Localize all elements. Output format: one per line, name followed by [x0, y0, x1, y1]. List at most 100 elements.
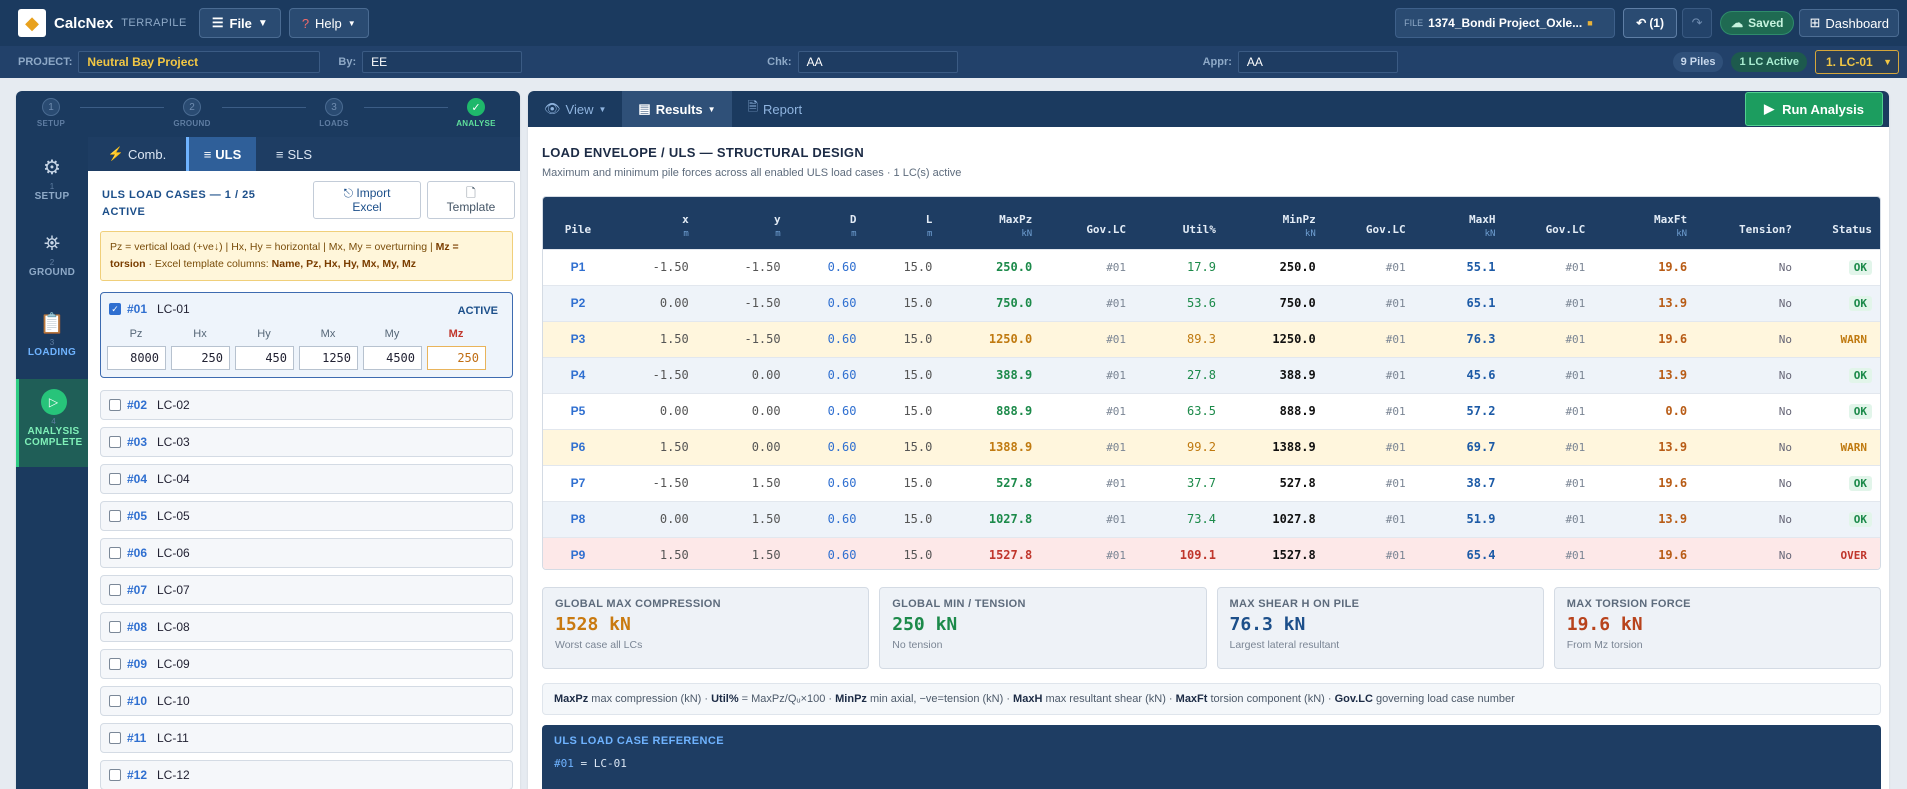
- table-row[interactable]: P9 1.50 1.50 0.60 15.0 1527.8 #01 109.1 1527.8 #0…: [543, 537, 1880, 569]
- file-name-box[interactable]: FILE 1374_Bondi Project_Oxle... ■: [1395, 8, 1616, 38]
- load-case-row[interactable]: #07 LC-07: [100, 575, 513, 605]
- table-row[interactable]: P1 -1.50 -1.50 0.60 15.0 250.0 #01 17.9 250.0 #01…: [543, 249, 1880, 285]
- max-pz-cell: 888.9: [996, 404, 1033, 418]
- chk-field[interactable]: AA: [797, 51, 958, 73]
- x-cell: 0.00: [659, 512, 689, 526]
- load-case-checkbox[interactable]: [109, 473, 121, 485]
- project-name-field[interactable]: Neutral Bay Project: [78, 51, 321, 73]
- load-case-row[interactable]: #10 LC-10: [100, 686, 513, 716]
- my-input[interactable]: 4500: [363, 346, 422, 370]
- step-loads[interactable]: 3 LOADS: [304, 98, 364, 128]
- mx-input[interactable]: 1250: [299, 346, 358, 370]
- gov-lc-cell: #01: [1106, 548, 1127, 562]
- step-ground[interactable]: 2 GROUND: [162, 98, 222, 128]
- load-case-checkbox[interactable]: [109, 510, 121, 522]
- tab-view[interactable]: 👁 View ▼: [528, 91, 622, 127]
- by-label: By:: [338, 56, 357, 68]
- load-case-checkbox[interactable]: [109, 658, 121, 670]
- by-field[interactable]: EE: [362, 51, 523, 73]
- tab-uls[interactable]: ≡ ULS: [186, 137, 256, 171]
- pile-id-cell: P5: [570, 404, 586, 418]
- gov-lc-cell: #01: [1565, 404, 1586, 418]
- step-analyse[interactable]: ✓ ANALYSE: [446, 98, 506, 128]
- dashboard-button[interactable]: ⊞ Dashboard: [1799, 9, 1899, 37]
- load-case-checkbox[interactable]: [109, 769, 121, 781]
- table-row[interactable]: P8 0.00 1.50 0.60 15.0 1027.8 #01 73.4 1027.8 #01…: [543, 501, 1880, 537]
- load-case-checkbox[interactable]: [109, 436, 121, 448]
- column-header-mx: Mx: [320, 328, 336, 340]
- load-case-select[interactable]: 1. LC-01 ▼: [1815, 50, 1899, 74]
- table-row[interactable]: P7 -1.50 1.50 0.60 15.0 527.8 #01 37.7 527.8 #01 3…: [543, 465, 1880, 501]
- hy-input[interactable]: 450: [235, 346, 294, 370]
- undo-button[interactable]: ↶ (1): [1623, 8, 1678, 38]
- gov-lc-cell: #01: [1385, 404, 1406, 418]
- sidenav-loading[interactable]: 📋 3 LOADING: [16, 311, 88, 358]
- pz-input[interactable]: 8000: [107, 346, 166, 370]
- step-connector: [80, 107, 164, 108]
- load-case-card-active[interactable]: ✓ #01 LC-01 ACTIVE Pz Hx Hy Mx My Mz 800…: [100, 292, 513, 378]
- table-row[interactable]: P6 1.50 0.00 0.60 15.0 1388.9 #01 99.2 1388.9 #01…: [543, 429, 1880, 465]
- max-pz-cell: 1027.8: [988, 512, 1033, 526]
- min-pz-cell: 1027.8: [1272, 512, 1316, 526]
- load-case-row[interactable]: #02 LC-02: [100, 390, 513, 420]
- tab-sls[interactable]: ≡ SLS: [256, 137, 332, 171]
- tab-results[interactable]: ▤ Results ▼: [622, 91, 732, 127]
- card-heading: MAX TORSION FORCE: [1566, 598, 1691, 610]
- sidenav-ground[interactable]: ⛯ 2 GROUND: [16, 233, 88, 278]
- load-case-checkbox[interactable]: [109, 584, 121, 596]
- run-analysis-button[interactable]: ▶ Run Analysis: [1745, 92, 1883, 126]
- load-case-row[interactable]: #09 LC-09: [100, 649, 513, 679]
- load-case-row[interactable]: #05 LC-05: [100, 501, 513, 531]
- max-ft-cell: 13.9: [1658, 296, 1688, 310]
- table-row[interactable]: P4 -1.50 0.00 0.60 15.0 388.9 #01 27.8 388.9 #01 4…: [543, 357, 1880, 393]
- piles-count-pill: 9 Piles: [1672, 52, 1724, 72]
- column-header-unit: m: [851, 228, 857, 239]
- import-excel-button[interactable]: ⎋ Import Excel: [313, 181, 421, 219]
- load-case-row[interactable]: #11 LC-11: [100, 723, 513, 753]
- hx-input[interactable]: 250: [171, 346, 230, 370]
- tab-report[interactable]: 🗎 Report: [732, 91, 818, 127]
- gov-lc-cell: #01: [1106, 296, 1127, 310]
- load-case-row[interactable]: #03 LC-03: [100, 427, 513, 457]
- load-case-checkbox[interactable]: [109, 732, 121, 744]
- table-row[interactable]: P2 0.00 -1.50 0.60 15.0 750.0 #01 53.6 750.0 #01 6…: [543, 285, 1880, 321]
- load-case-row[interactable]: #08 LC-08: [100, 612, 513, 642]
- gov-lc-cell: #01: [1565, 476, 1586, 490]
- load-case-checkbox[interactable]: [109, 621, 121, 633]
- summary-card: GLOBAL MAX COMPRESSION 1528 kN Worst case …: [542, 587, 870, 669]
- sidenav-setup[interactable]: ⚙ 1 SETUP: [16, 155, 88, 202]
- load-case-checkbox[interactable]: [109, 695, 121, 707]
- load-case-row[interactable]: #06 LC-06: [100, 538, 513, 568]
- card-caption: From Mz torsion: [1566, 639, 1643, 651]
- load-case-checkbox[interactable]: [109, 547, 121, 559]
- column-header: Util%: [1134, 197, 1224, 249]
- appr-field[interactable]: AA: [1237, 51, 1398, 73]
- pile-id-cell: P9: [570, 548, 586, 563]
- load-case-row[interactable]: #04 LC-04: [100, 464, 513, 494]
- sidenav-analysis-complete[interactable]: ▷ 4 ANALYSIS COMPLETE: [16, 379, 88, 467]
- utilisation-cell: 27.8: [1187, 368, 1216, 382]
- template-button[interactable]: 🗋 Template: [427, 181, 515, 219]
- table-row[interactable]: P3 1.50 -1.50 0.60 15.0 1250.0 #01 89.3 1250.0 #0…: [543, 321, 1880, 357]
- summary-card: MAX SHEAR H ON PILE 76.3 kN Largest latera…: [1216, 587, 1544, 669]
- upload-icon: ⎋: [343, 186, 354, 200]
- step-setup[interactable]: 1 SETUP: [21, 98, 81, 128]
- gov-lc-cell: #01: [1385, 440, 1406, 454]
- tab-comb[interactable]: ⚡ Comb.: [88, 137, 186, 171]
- redo-button[interactable]: ↷: [1682, 8, 1713, 38]
- legend-term: MaxFt: [1175, 693, 1208, 705]
- grid-icon: ⊞: [1809, 15, 1821, 30]
- file-menu-button[interactable]: ☰ File ▼: [198, 8, 281, 38]
- mz-input[interactable]: 250: [427, 346, 486, 370]
- column-header-unit: m: [775, 228, 781, 239]
- load-case-row[interactable]: #12 LC-12: [100, 760, 513, 789]
- help-menu-button[interactable]: ? Help ▼: [288, 8, 369, 38]
- tension-cell: No: [1778, 512, 1792, 526]
- pile-id-cell: P2: [570, 296, 586, 310]
- load-case-checkbox[interactable]: [109, 399, 121, 411]
- table-row[interactable]: P5 0.00 0.00 0.60 15.0 888.9 #01 63.5 888.9 #01 57…: [543, 393, 1880, 429]
- load-case-checkbox[interactable]: ✓: [109, 303, 121, 315]
- status-cell: OK: [1800, 465, 1880, 501]
- max-pz-cell: 1388.9: [988, 440, 1033, 454]
